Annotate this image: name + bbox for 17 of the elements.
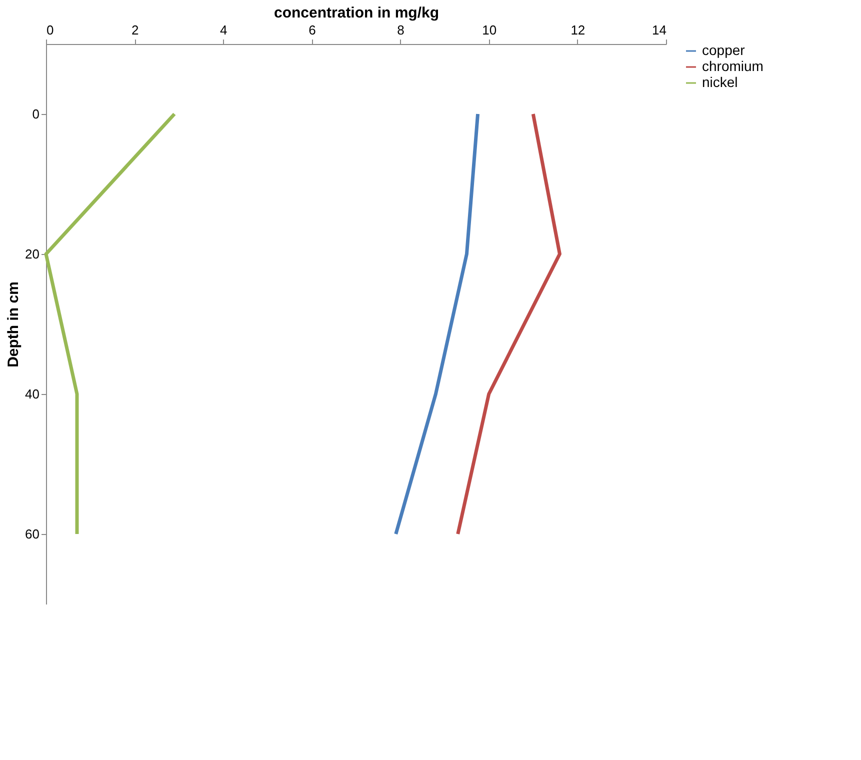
y-tick-label: 60 <box>25 526 40 542</box>
x-axis-title: concentration in mg/kg <box>274 4 440 22</box>
x-tick-label: 14 <box>652 22 666 38</box>
x-tick-label: 4 <box>220 22 228 38</box>
x-tick-label: 8 <box>397 22 404 38</box>
x-tick-label: 10 <box>482 22 497 38</box>
x-tick-label: 0 <box>46 22 54 38</box>
legend-label: chromium <box>702 58 764 74</box>
y-tick-label: 20 <box>25 246 40 262</box>
x-tick-label: 6 <box>308 22 316 38</box>
legend-label: copper <box>702 42 746 58</box>
y-tick-label: 0 <box>32 106 40 122</box>
x-tick-label: 12 <box>570 22 586 38</box>
legend-label: nickel <box>702 74 738 90</box>
x-tick-label: 2 <box>131 22 139 38</box>
y-axis-title: Depth in cm <box>5 282 22 368</box>
y-tick-label: 40 <box>25 386 40 402</box>
